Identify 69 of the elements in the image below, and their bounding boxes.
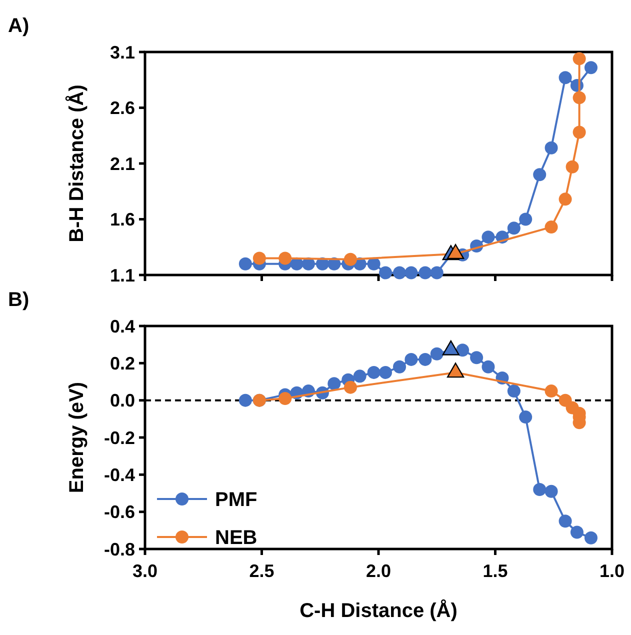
point xyxy=(393,360,406,374)
point xyxy=(584,61,598,74)
x-tick-label: 2.0 xyxy=(366,561,392,581)
point xyxy=(507,222,520,235)
point xyxy=(344,380,357,394)
point xyxy=(544,384,558,398)
point xyxy=(572,91,586,104)
point xyxy=(558,71,572,84)
point xyxy=(393,266,406,280)
point xyxy=(544,141,558,154)
x-tick-label: 1.0 xyxy=(599,561,625,581)
point xyxy=(572,52,586,66)
y-tick-label: 0.4 xyxy=(110,316,135,336)
point xyxy=(558,514,572,528)
point xyxy=(566,160,579,174)
point xyxy=(533,483,546,496)
y-tick-label: 0.2 xyxy=(110,353,135,374)
y-tick-label: -0.8 xyxy=(104,539,135,560)
point xyxy=(533,168,546,182)
point xyxy=(482,230,495,244)
legend-label: NEB xyxy=(215,527,258,549)
x-tick-label: 2.5 xyxy=(249,561,274,581)
point xyxy=(278,392,292,405)
point xyxy=(570,526,584,539)
point xyxy=(519,212,532,226)
point xyxy=(404,266,418,280)
y-tick-label: 2.1 xyxy=(110,154,135,174)
point xyxy=(584,531,598,544)
point xyxy=(544,484,558,498)
point xyxy=(544,220,558,234)
point xyxy=(519,410,532,424)
point xyxy=(558,192,572,206)
point xyxy=(482,360,495,374)
y-tick-label: -0.4 xyxy=(104,464,135,485)
y-tick-label: 3.1 xyxy=(110,42,135,62)
x-tick-label: 1.5 xyxy=(482,561,508,581)
y-axis-title: Energy (eV) xyxy=(66,382,88,494)
point xyxy=(379,366,392,379)
x-axis-title: C-H Distance (Å) xyxy=(300,599,458,622)
y-tick-label: -0.6 xyxy=(104,502,135,522)
point xyxy=(572,126,586,139)
y-axis-title: B-H Distance (Å) xyxy=(65,84,88,242)
point xyxy=(507,384,520,398)
y-tick-label: 1.1 xyxy=(110,265,135,286)
point xyxy=(328,377,341,390)
point xyxy=(238,394,252,407)
y-tick-label: 2.6 xyxy=(110,98,135,118)
y-tick-label: -0.2 xyxy=(104,428,135,448)
point xyxy=(379,266,392,280)
point xyxy=(252,252,266,265)
point xyxy=(367,257,380,270)
x-tick-label: 3.0 xyxy=(132,561,158,581)
point xyxy=(404,352,418,366)
chart-title: A) xyxy=(8,15,30,37)
point xyxy=(456,344,470,357)
point xyxy=(353,370,366,383)
point xyxy=(344,252,357,266)
point xyxy=(418,266,432,280)
y-tick-label: 0.0 xyxy=(110,390,135,411)
legend-label: PMF xyxy=(215,489,258,511)
point xyxy=(367,366,380,379)
point xyxy=(470,351,484,364)
point xyxy=(278,252,292,265)
point xyxy=(430,347,444,360)
chart-title: B) xyxy=(8,289,30,311)
y-tick-label: 1.6 xyxy=(110,210,135,230)
point xyxy=(430,266,444,280)
point xyxy=(238,257,252,270)
point xyxy=(418,352,432,366)
